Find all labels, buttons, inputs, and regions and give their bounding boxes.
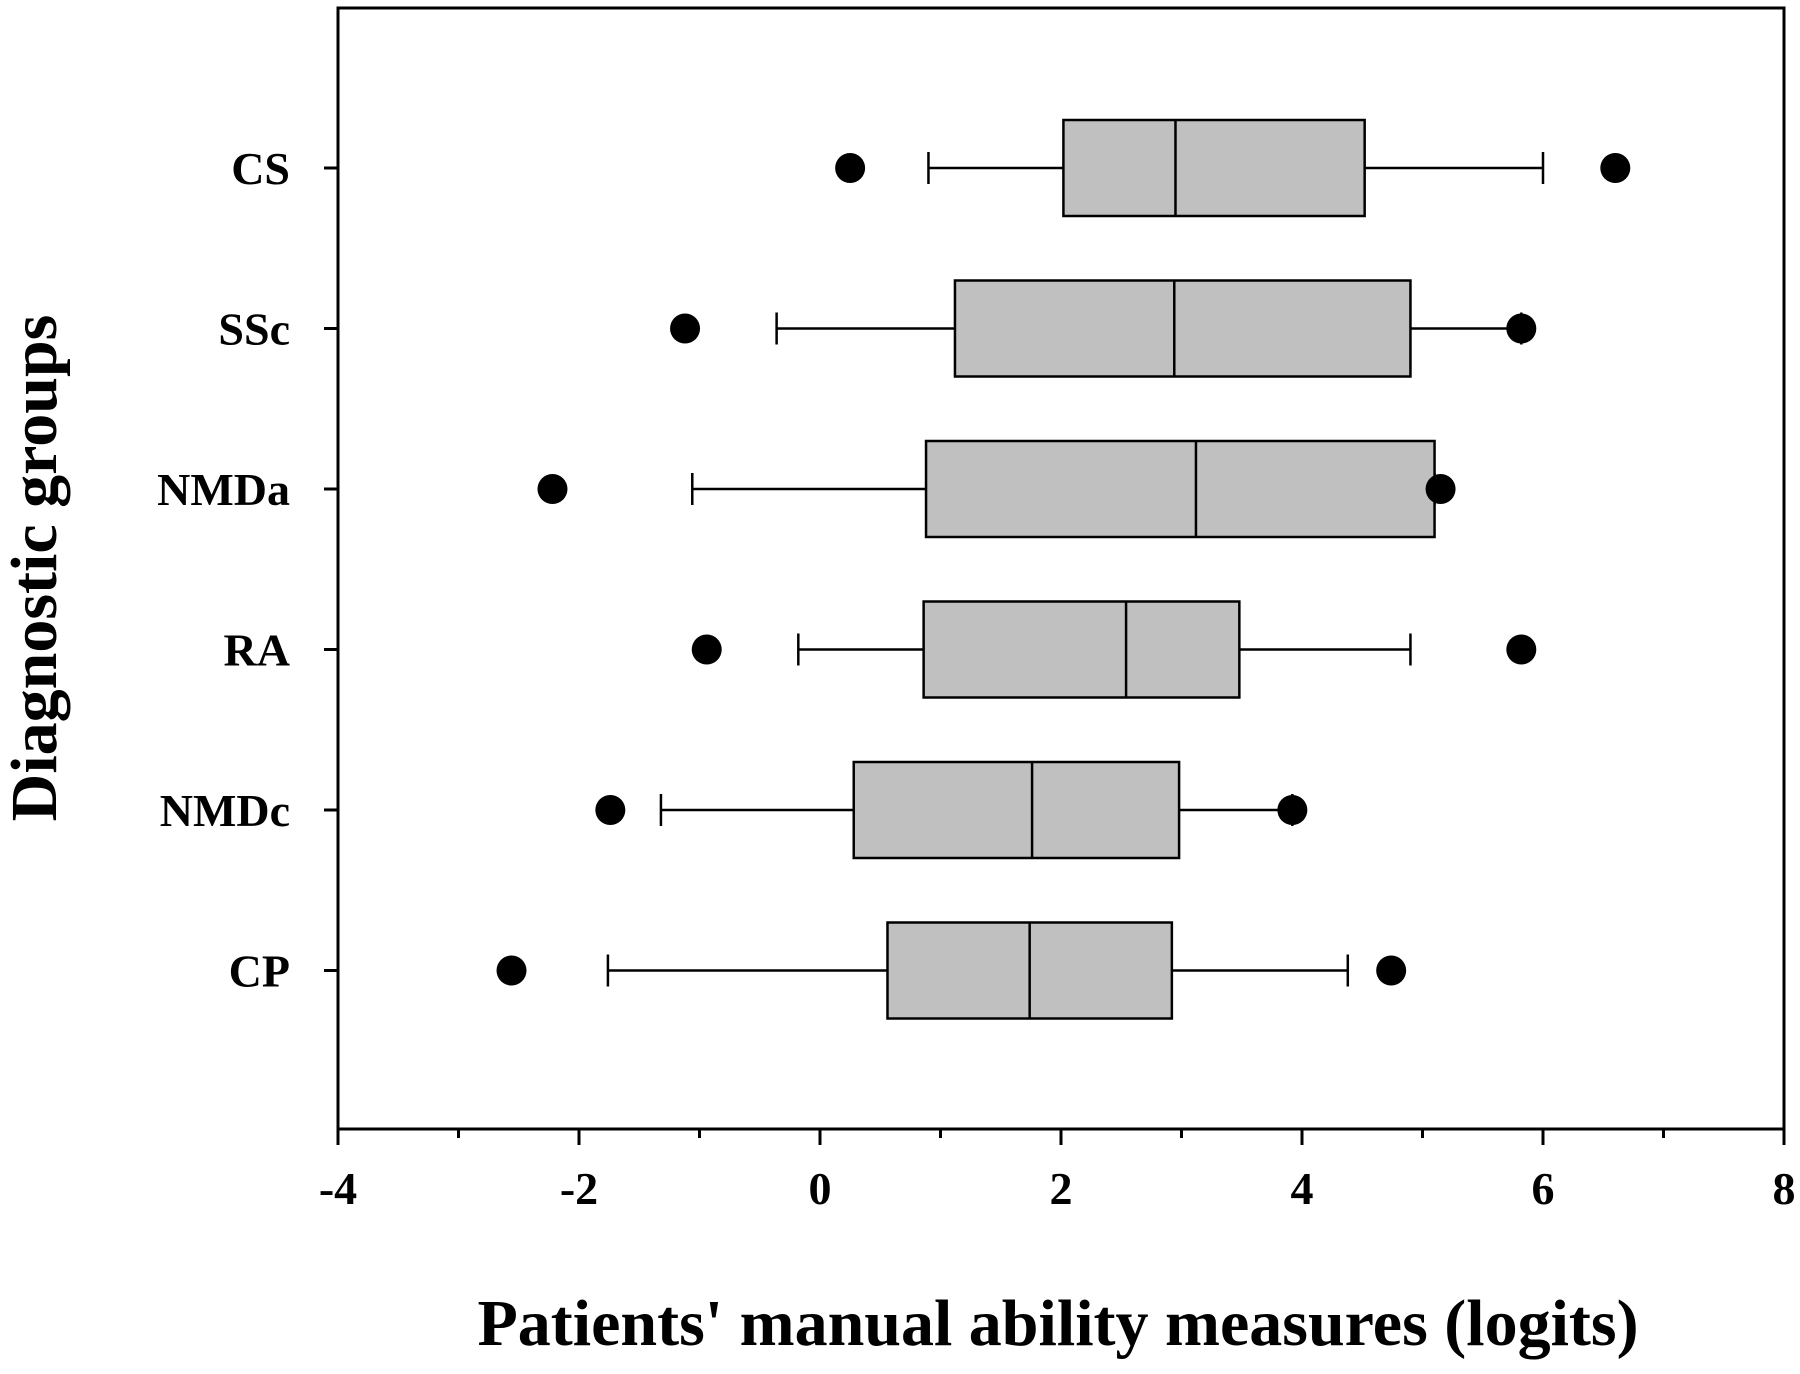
outlier-point xyxy=(835,153,866,183)
outlier-point xyxy=(1600,153,1631,183)
x-tick-label: 4 xyxy=(1291,1163,1314,1214)
outlier-point xyxy=(670,313,701,344)
outlier-point xyxy=(537,474,568,504)
outlier-point xyxy=(595,795,626,825)
y-tick-label: SSc xyxy=(218,304,290,355)
box-iqr xyxy=(924,439,1436,539)
box-iqr xyxy=(953,279,1412,378)
y-tick-label: RA xyxy=(224,625,290,676)
x-tick-label: 0 xyxy=(809,1163,832,1214)
outlier-point xyxy=(1376,955,1407,986)
outlier-point xyxy=(496,955,527,986)
box-iqr xyxy=(922,600,1241,699)
box-iqr xyxy=(852,760,1181,860)
x-tick-label: 6 xyxy=(1532,1163,1555,1214)
outlier-point xyxy=(1506,313,1537,344)
box-iqr xyxy=(1062,118,1366,218)
y-tick-label: CP xyxy=(229,946,290,997)
x-axis-title: Patients' manual ability measures (logit… xyxy=(477,1287,1638,1360)
outlier-point xyxy=(1425,474,1456,504)
y-tick-label: NMDa xyxy=(157,464,290,515)
x-tick-label: -2 xyxy=(560,1163,598,1214)
plot-area: -4 -2 0 2 4 6 8 CS SSc NMDa RA NMDc CP xyxy=(157,6,1796,1214)
y-axis-title: Diagnostic groups xyxy=(0,315,71,822)
y-tick-label: CS xyxy=(231,143,290,194)
outlier-point xyxy=(691,634,722,665)
x-tick-label: -4 xyxy=(319,1163,357,1214)
outlier-point xyxy=(1506,634,1537,665)
outlier-point xyxy=(1277,795,1308,825)
y-tick-label: NMDc xyxy=(160,785,290,836)
x-tick-label: 8 xyxy=(1773,1163,1796,1214)
x-tick-label: 2 xyxy=(1050,1163,1073,1214)
